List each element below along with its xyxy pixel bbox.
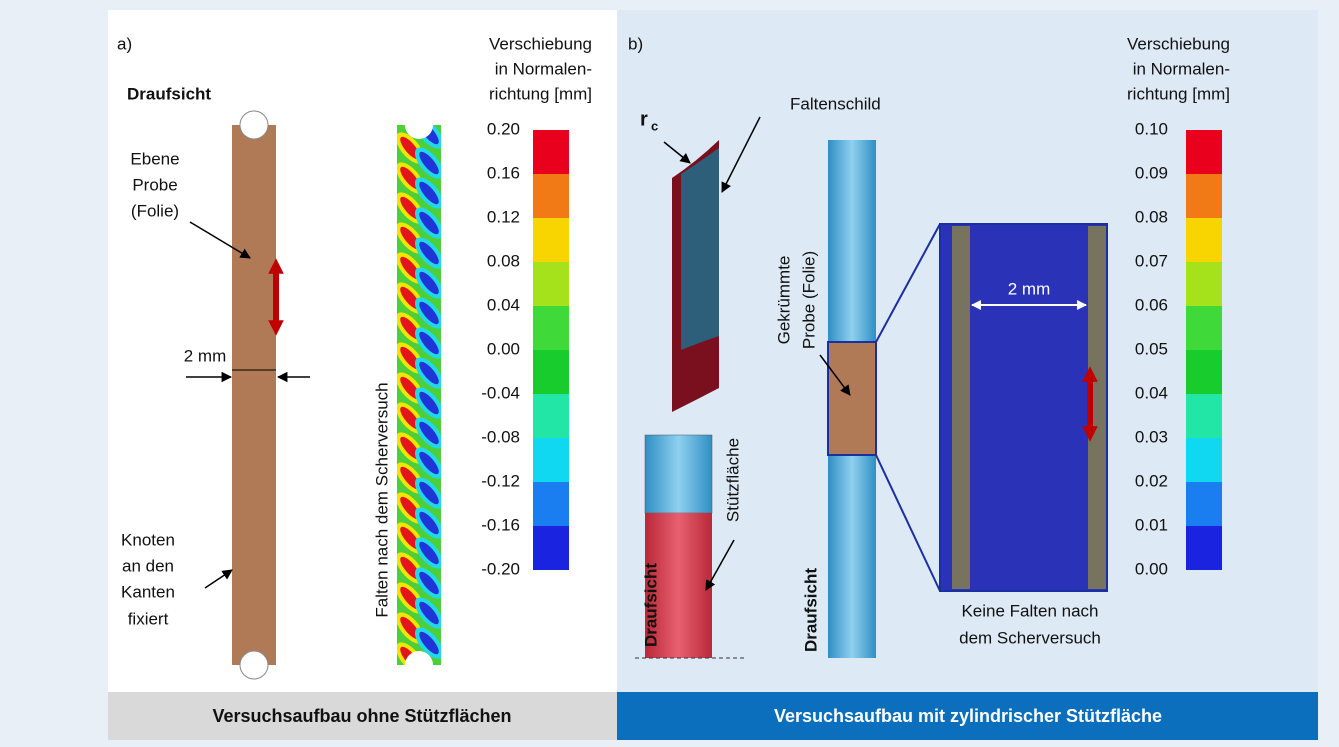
fixed-label: fixiert [128,609,169,628]
legend-title: Verschiebung [1127,34,1230,53]
wrinkle-shield [681,148,719,350]
colorbar-band [1186,174,1222,218]
colorbar-tick-label: 0.06 [1135,295,1168,314]
colorbar-tick-label: 0.04 [487,295,520,314]
colorbar-band [533,306,569,350]
curved-sample [828,342,876,455]
sample-label: Gekrümmte [774,256,793,345]
colorbar-tick-label: -0.20 [481,559,520,578]
colorbar-tick-label: 0.10 [1135,119,1168,138]
page: Versuchsaufbau ohne Stützflächen Versuch… [0,0,1339,747]
colorbar-band [1186,262,1222,306]
panel-label: b) [628,34,643,53]
colorbar-band [533,394,569,438]
width-label: 2 mm [184,346,227,365]
colorbar-band [533,130,569,174]
colorbar-band [1186,526,1222,570]
colorbar-tick-label: -0.12 [481,471,520,490]
colorbar-tick-label: 0.05 [1135,339,1168,358]
view-label: Draufsicht [641,563,660,647]
colorbar-band [1186,350,1222,394]
colorbar-tick-label: 0.08 [1135,207,1168,226]
fixed-label: an den [122,556,174,575]
flat-sample [232,125,276,665]
colorbar-band [533,350,569,394]
colorbar-tick-label: -0.04 [481,383,520,402]
colorbar-tick-label: 0.04 [1135,383,1168,402]
shield-label: Faltenschild [790,94,881,113]
colorbar-band [1186,306,1222,350]
sample-label: Probe [132,175,177,194]
sample-label: (Folie) [131,201,179,220]
colorbar-tick-label: 0.01 [1135,515,1168,534]
wrinkle-label: Falten nach dem Scherversuch [372,382,391,617]
colorbar-tick-label: 0.00 [1135,559,1168,578]
notch [240,111,268,139]
colorbar-band [1186,218,1222,262]
colorbar-band [533,174,569,218]
legend-title: in Normalen- [495,59,592,78]
support-top [645,435,712,513]
colorbar-tick-label: 0.12 [487,207,520,226]
legend-title: richtung [mm] [1127,84,1230,103]
support-label: Stützfläche [723,438,742,522]
colorbar-tick-label: -0.08 [481,427,520,446]
legend-title: in Normalen- [1133,59,1230,78]
sample-label: Ebene [130,149,179,168]
figure: Versuchsaufbau ohne Stützflächen Versuch… [0,0,1339,747]
colorbar-tick-label: 0.16 [487,163,520,182]
sample-label: Probe (Folie) [799,251,818,349]
colorbar-band [533,262,569,306]
colorbar-band [533,218,569,262]
colorbar-tick-label: 0.08 [487,251,520,270]
notch [405,651,433,679]
colorbar-tick-label: 0.07 [1135,251,1168,270]
legend-title: Verschiebung [489,34,592,53]
edge-strip [952,226,970,589]
fixed-label: Knoten [121,530,175,549]
fixed-label: Kanten [121,582,175,601]
radius-label: r [640,108,648,130]
colorbar-tick-label: -0.16 [481,515,520,534]
wrinkle-strip [391,98,448,694]
result-label: Keine Falten nach [961,601,1098,620]
caption: Versuchsaufbau ohne Stützflächen [212,706,511,726]
colorbar-band [1186,482,1222,526]
width-label: 2 mm [1008,279,1051,298]
radius-subscript: c [651,118,658,133]
colorbar-tick-label: 0.02 [1135,471,1168,490]
colorbar-band [533,526,569,570]
panel-label: a) [117,34,132,53]
notch [240,651,268,679]
view-label: Draufsicht [801,568,820,652]
colorbar-tick-label: 0.20 [487,119,520,138]
colorbar-band [1186,130,1222,174]
result-label: dem Scherversuch [959,628,1101,647]
caption: Versuchsaufbau mit zylindrischer Stützfl… [774,706,1162,726]
colorbar-band [1186,394,1222,438]
view-label: Draufsicht [127,84,211,103]
colorbar-band [533,482,569,526]
colorbar-tick-label: 0.03 [1135,427,1168,446]
colorbar-band [1186,438,1222,482]
colorbar-band [533,438,569,482]
notch [405,111,433,139]
colorbar-tick-label: 0.00 [487,339,520,358]
legend-title: richtung [mm] [489,84,592,103]
colorbar-tick-label: 0.09 [1135,163,1168,182]
